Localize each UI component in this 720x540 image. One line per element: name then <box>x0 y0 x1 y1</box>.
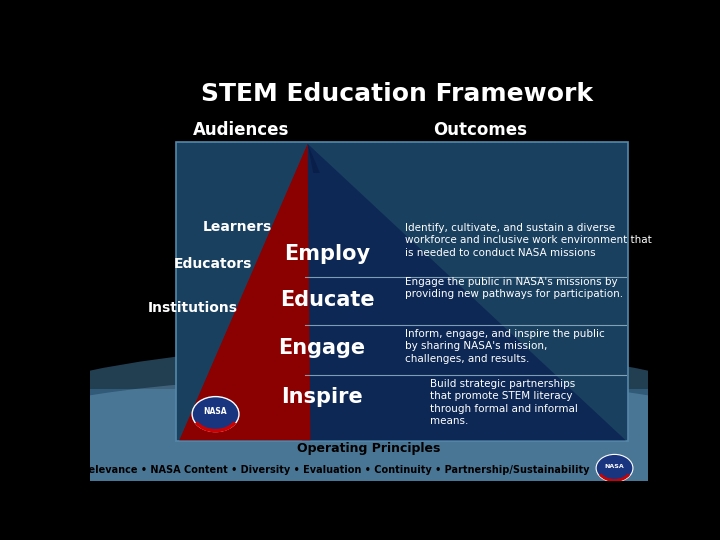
Text: Outcomes: Outcomes <box>433 121 528 139</box>
Text: NASA: NASA <box>204 408 228 416</box>
Circle shape <box>192 396 239 431</box>
Ellipse shape <box>0 377 720 501</box>
Text: STEM Education Framework: STEM Education Framework <box>201 82 593 106</box>
Text: Inspire: Inspire <box>281 387 362 408</box>
Text: Engage the public in NASA's missions by
providing new pathways for participation: Engage the public in NASA's missions by … <box>405 277 624 299</box>
Text: Educate: Educate <box>280 290 374 310</box>
Text: Audiences: Audiences <box>192 121 289 139</box>
Polygon shape <box>302 144 626 440</box>
Text: Institutions: Institutions <box>148 301 238 315</box>
Text: Engage: Engage <box>278 338 365 357</box>
Text: Operating Principles: Operating Principles <box>297 442 441 455</box>
Text: Employ: Employ <box>284 244 370 264</box>
Text: NASA: NASA <box>605 464 624 469</box>
Polygon shape <box>307 144 320 173</box>
Text: Build strategic partnerships
that promote STEM literacy
through formal and infor: Build strategic partnerships that promot… <box>431 379 578 426</box>
Ellipse shape <box>0 346 720 540</box>
FancyBboxPatch shape <box>90 389 648 481</box>
Text: Inform, engage, and inspire the public
by sharing NASA's mission,
challenges, an: Inform, engage, and inspire the public b… <box>405 329 605 363</box>
Text: Relevance • NASA Content • Diversity • Evaluation • Continuity • Partnership/Sus: Relevance • NASA Content • Diversity • E… <box>81 465 590 475</box>
Text: Educators: Educators <box>174 258 252 272</box>
Text: Learners: Learners <box>203 220 272 234</box>
Polygon shape <box>179 144 310 440</box>
Circle shape <box>596 454 633 482</box>
Text: Identify, cultivate, and sustain a diverse
workforce and inclusive work environm: Identify, cultivate, and sustain a diver… <box>405 223 652 258</box>
FancyBboxPatch shape <box>176 141 629 441</box>
